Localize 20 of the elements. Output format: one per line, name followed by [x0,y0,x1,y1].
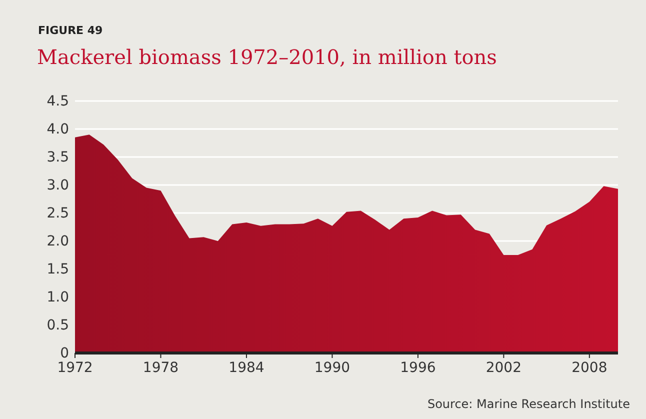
y-tick-label: 1.5 [46,261,69,278]
x-tick-label: 1978 [142,360,179,376]
y-tick-label: 3.0 [46,177,69,194]
y-tick-label: 0.5 [46,317,69,334]
y-tick-label: 2.5 [46,205,69,222]
x-tick-label: 2002 [486,360,522,376]
y-tick-label: 2.0 [46,233,69,250]
x-tick-label: 1972 [57,360,93,376]
y-tick-label: 1.0 [46,289,69,306]
x-tick-label: 1990 [314,360,350,376]
y-tick-label: 3.5 [46,149,69,166]
x-tick-label: 2008 [572,360,608,376]
chart-subtitle: FIGURE 49 [38,24,103,37]
x-tick-label: 1984 [228,360,264,376]
x-tick-label: 1996 [400,360,436,376]
chart-title: Mackerel biomass 1972–2010, in million tons [37,45,497,69]
y-tick-label: 4.5 [46,93,69,110]
y-tick-label: 0 [60,345,69,362]
y-tick-label: 4.0 [46,121,69,138]
source-note: Source: Marine Research Institute [427,397,630,411]
